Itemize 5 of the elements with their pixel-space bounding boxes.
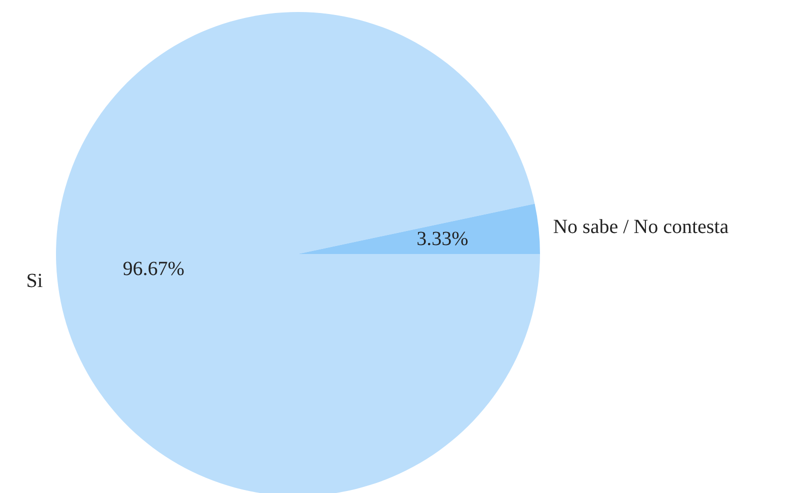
pie-slice bbox=[298, 204, 540, 254]
slice-label: Si bbox=[26, 270, 44, 292]
data-label: 3.33% bbox=[416, 228, 468, 250]
slice-label: No sabe / No contesta bbox=[553, 216, 729, 238]
data-label: 96.67% bbox=[122, 258, 184, 280]
